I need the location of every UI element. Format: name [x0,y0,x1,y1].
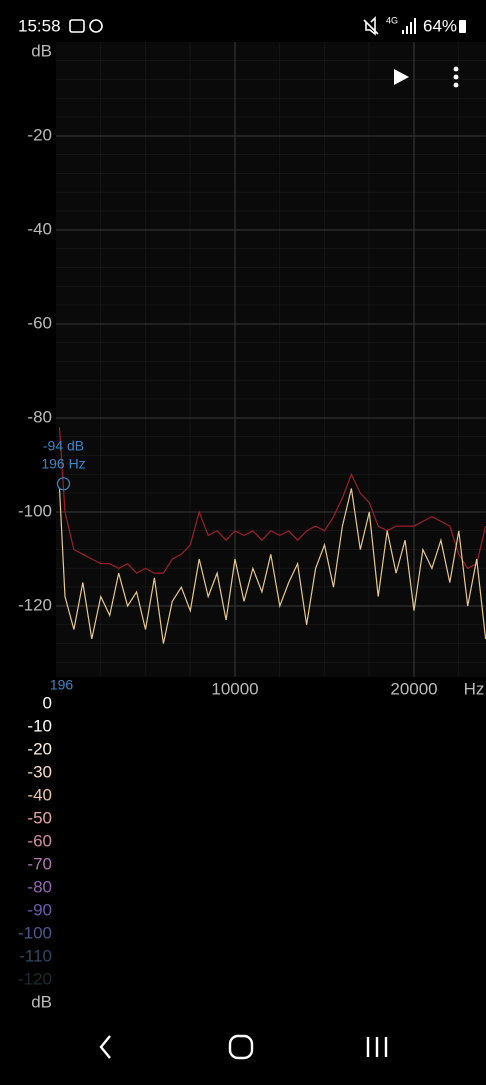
color-scale-label: 0 [43,693,52,712]
color-scale-label: -70 [27,854,52,873]
color-scale: 0 -10 -20 -30 -40 -50 -60 -70 -80 -90 -100 -110 -120… [18,693,52,1011]
x-tick-label: 10000 [211,679,258,698]
color-scale-label: -100 [18,923,52,942]
notification-icon [89,19,103,33]
color-scale-label: -10 [27,716,52,735]
color-scale-label: -80 [27,877,52,896]
color-scale-label: -20 [27,739,52,758]
x-axis-label: Hz [464,679,485,698]
y-tick-label: -120 [18,595,52,614]
network-type: 4G [386,15,398,25]
y-axis-label: dB [31,41,52,60]
play-button[interactable] [394,69,409,85]
back-button[interactable] [99,1035,111,1059]
color-scale-label: -40 [27,785,52,804]
y-tick-label: -40 [27,219,52,238]
spectrum-line [58,427,486,574]
peak-db-label: -94 dB [43,438,84,454]
color-scale-label: -90 [27,900,52,919]
peak-marker [56,477,71,491]
battery-percent: 64% [423,16,457,35]
plot [56,42,486,677]
peak-x-label: 196 [50,677,74,693]
color-scale-label: -30 [27,762,52,781]
home-button[interactable] [228,1034,254,1060]
recents-button[interactable] [366,1037,388,1057]
color-scale-label: -120 [18,969,52,988]
menu-button[interactable] [453,66,459,88]
color-scale-unit: dB [31,992,52,1011]
x-tick-label: 20000 [390,679,437,698]
y-tick-label: -100 [18,501,52,520]
gallery-icon [69,19,85,33]
y-tick-label: -20 [27,125,52,144]
peak-hz-label: 196 Hz [41,456,85,472]
y-tick-label: -80 [27,407,52,426]
color-scale-label: -110 [19,946,52,965]
battery-icon [459,20,466,33]
color-scale-label: -60 [27,831,52,850]
mute-icon [363,16,379,36]
signal-icon [402,18,416,34]
status-time: 15:58 [18,16,61,35]
y-tick-label: -60 [27,313,52,332]
color-scale-label: -50 [27,808,52,827]
spectrum-line [58,488,486,644]
